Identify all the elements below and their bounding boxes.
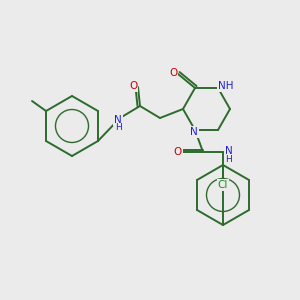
- Text: N: N: [190, 127, 198, 137]
- Text: Cl: Cl: [218, 180, 228, 190]
- Text: N: N: [225, 146, 233, 156]
- Text: O: O: [129, 81, 137, 91]
- Text: H: H: [115, 124, 122, 133]
- Text: H: H: [226, 155, 232, 164]
- Text: NH: NH: [218, 81, 234, 91]
- Text: N: N: [114, 115, 122, 125]
- Text: O: O: [174, 147, 182, 157]
- Text: O: O: [169, 68, 177, 78]
